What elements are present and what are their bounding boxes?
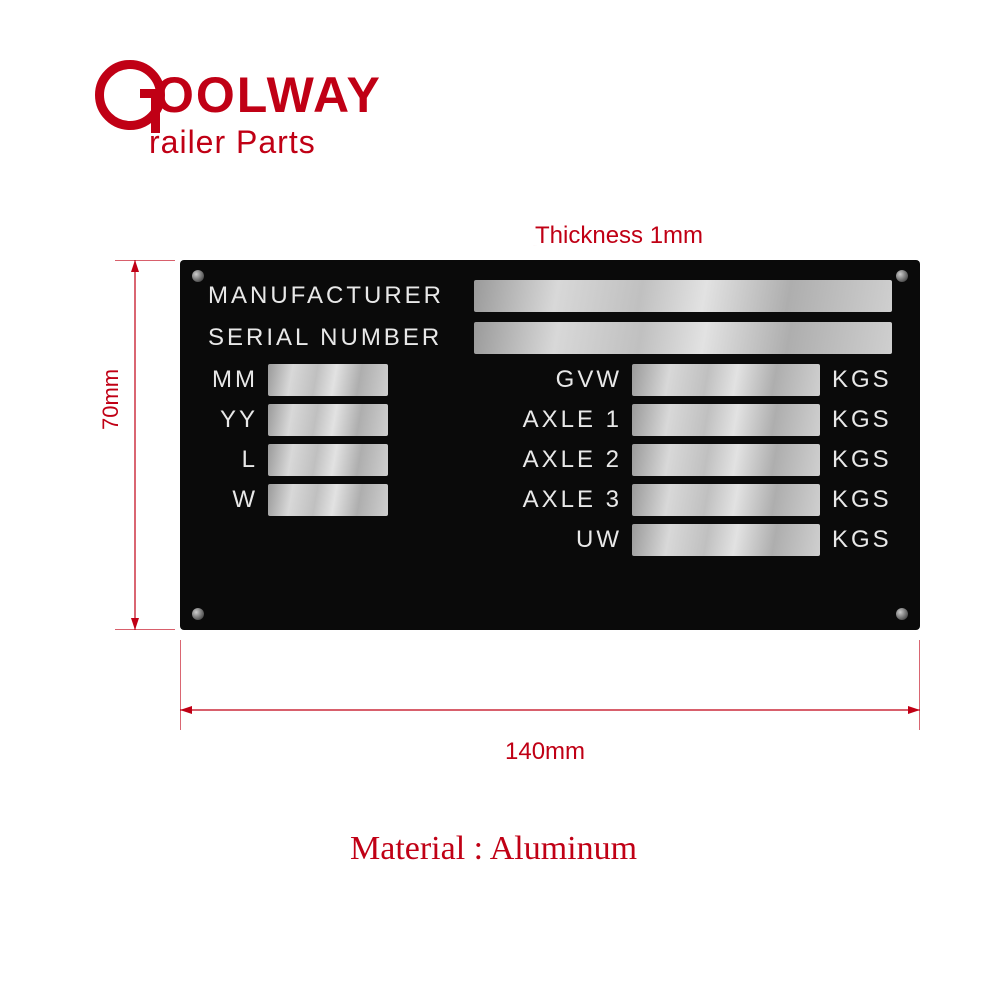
- material-label: Material : Aluminum: [350, 830, 637, 868]
- field-box: [632, 364, 820, 396]
- unit-label: KGS: [832, 366, 892, 394]
- height-dimension-line: [115, 260, 175, 630]
- screw-hole-icon: [192, 608, 204, 620]
- id-plate: MANUFACTURER SERIAL NUMBER MM YY L: [180, 260, 920, 630]
- unit-label: KGS: [832, 526, 892, 554]
- field-label: AXLE 1: [517, 406, 622, 434]
- field-box: [632, 404, 820, 436]
- field-box: [632, 524, 820, 556]
- width-dimension-line: [180, 640, 920, 730]
- field-box: [632, 484, 820, 516]
- field-box: [268, 364, 388, 396]
- logo-g-icon: [95, 60, 165, 130]
- field-label: AXLE 3: [517, 486, 622, 514]
- unit-label: KGS: [832, 406, 892, 434]
- field-label: MM: [208, 366, 258, 394]
- screw-hole-icon: [896, 270, 908, 282]
- field-box: [268, 404, 388, 436]
- field-label: GVW: [517, 366, 622, 394]
- width-dimension-label: 140mm: [505, 738, 585, 766]
- screw-hole-icon: [192, 270, 204, 282]
- field-box: [268, 484, 388, 516]
- field-box: [268, 444, 388, 476]
- height-dimension-label: 70mm: [98, 369, 124, 430]
- field-label: YY: [208, 406, 258, 434]
- field-label: L: [208, 446, 258, 474]
- field-label: AXLE 2: [517, 446, 622, 474]
- unit-label: KGS: [832, 446, 892, 474]
- field-box: [474, 280, 892, 312]
- field-label: UW: [517, 526, 622, 554]
- field-box: [632, 444, 820, 476]
- field-label-manufacturer: MANUFACTURER: [208, 282, 474, 310]
- screw-hole-icon: [896, 608, 908, 620]
- field-box: [474, 322, 892, 354]
- field-label-serial: SERIAL NUMBER: [208, 324, 474, 352]
- thickness-leader-line: [470, 245, 600, 246]
- unit-label: KGS: [832, 486, 892, 514]
- field-label: W: [208, 486, 258, 514]
- brand-logo: OOLWAY railer Parts: [95, 60, 382, 161]
- logo-main-text: OOLWAY: [155, 67, 382, 123]
